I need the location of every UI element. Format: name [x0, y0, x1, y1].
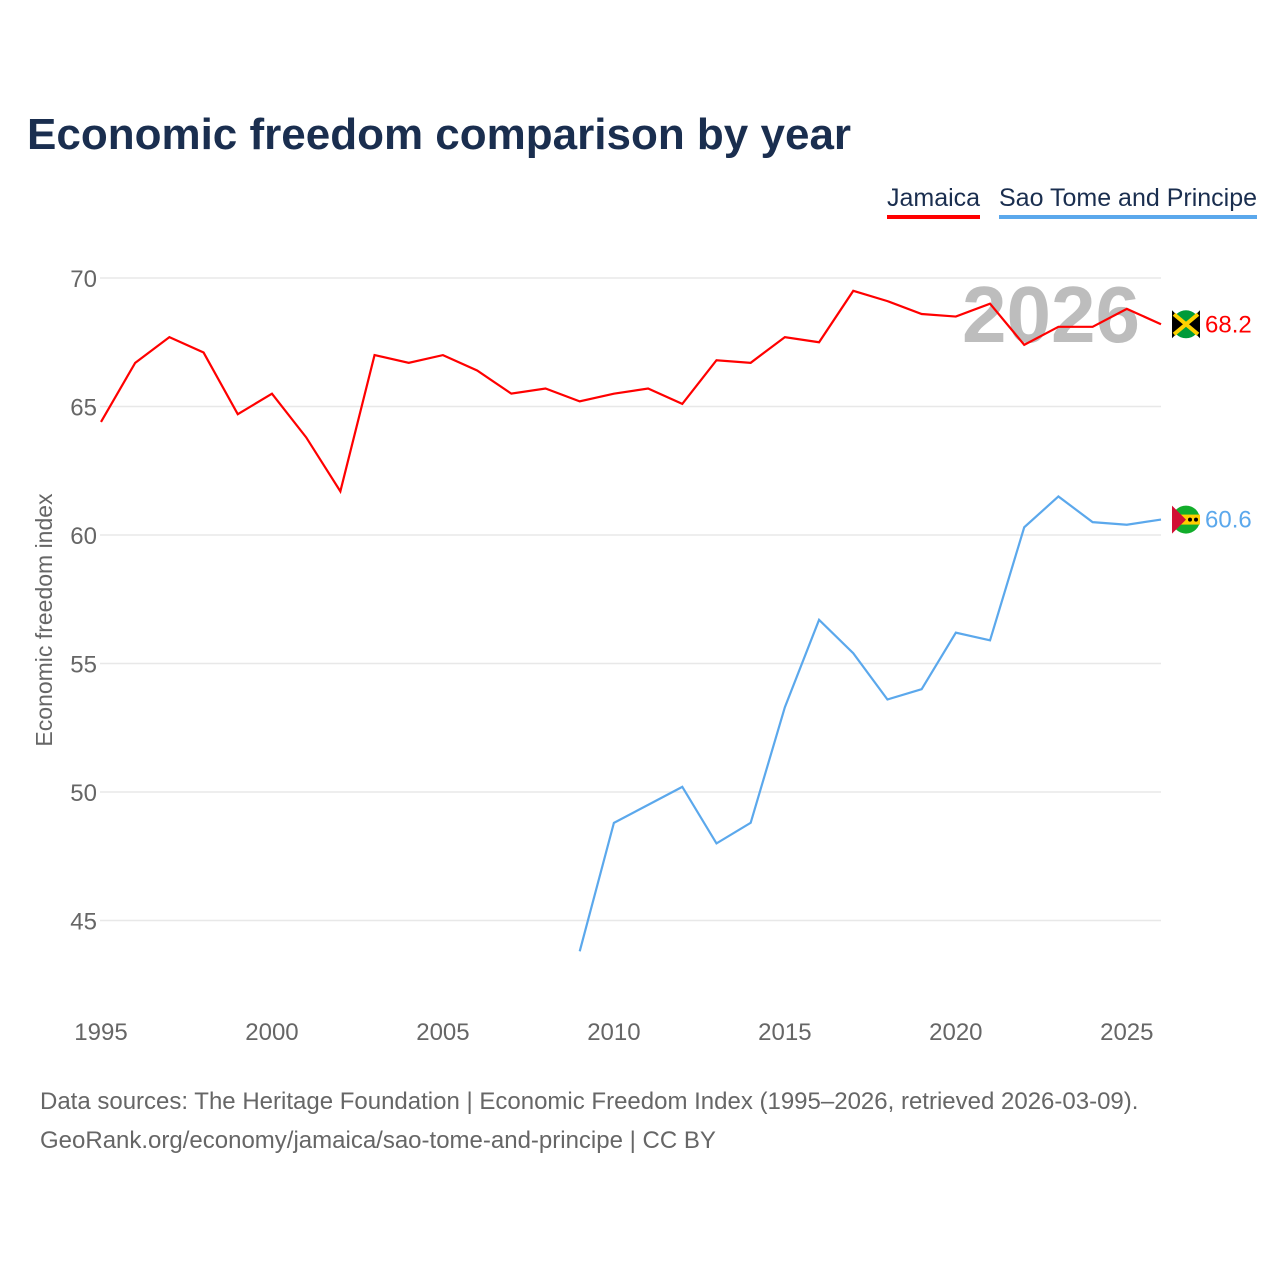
x-tick-label: 2025 [1100, 1019, 1153, 1046]
x-tick-label: 2020 [929, 1019, 982, 1046]
y-tick-label: 50 [70, 780, 97, 807]
end-value-label: 60.6 [1205, 507, 1252, 534]
source-line-2[interactable]: GeoRank.org/economy/jamaica/sao-tome-and… [40, 1127, 716, 1154]
legend-jamaica[interactable]: Jamaica [887, 184, 981, 219]
y-tick-label: 60 [70, 523, 97, 550]
end-value-label: 68.2 [1205, 311, 1252, 338]
y-tick-label: 45 [70, 909, 97, 936]
x-tick-label: 2015 [758, 1019, 811, 1046]
legend-sao-tome[interactable]: Sao Tome and Principe [999, 184, 1258, 219]
chart-title: Economic freedom comparison by year [27, 110, 852, 159]
year-watermark: 2026 [962, 270, 1140, 359]
y-tick-label: 55 [70, 652, 97, 679]
x-tick-label: 2010 [587, 1019, 640, 1046]
series-line-sao-tome [578, 495, 1162, 952]
jamaica-flag-icon [1172, 310, 1200, 339]
sao-tome-flag-icon [1172, 505, 1200, 534]
x-tick-label: 2000 [245, 1019, 298, 1046]
source-line-1: Data sources: The Heritage Foundation | … [40, 1088, 1139, 1115]
y-axis-label: Economic freedom index [31, 493, 57, 747]
x-tick-label: 1995 [74, 1019, 127, 1046]
y-tick-label: 65 [70, 395, 97, 422]
series-line-jamaica [100, 289, 1162, 495]
x-tick-label: 2005 [416, 1019, 469, 1046]
y-tick-label: 70 [70, 266, 97, 293]
